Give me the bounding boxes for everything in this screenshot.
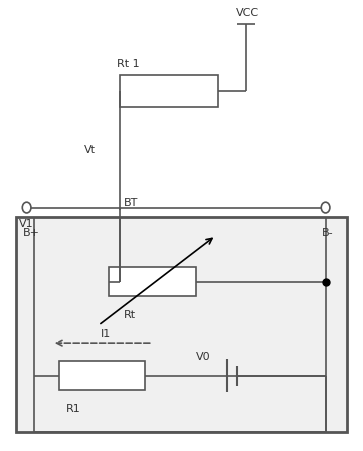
Text: R1: R1 — [66, 404, 81, 414]
Bar — [110, 267, 196, 296]
Bar — [16, 216, 347, 432]
Text: BT: BT — [124, 198, 138, 207]
Text: Vt: Vt — [84, 145, 96, 156]
Circle shape — [321, 202, 330, 213]
Text: B+: B+ — [23, 228, 40, 238]
Text: VCC: VCC — [236, 9, 259, 18]
Text: V1: V1 — [19, 219, 34, 229]
Circle shape — [22, 202, 31, 213]
Text: Rt 1: Rt 1 — [117, 59, 139, 69]
Text: V0: V0 — [196, 352, 211, 362]
Text: I1: I1 — [101, 329, 111, 339]
Bar — [120, 75, 217, 107]
Text: B-: B- — [322, 228, 334, 238]
Bar — [59, 361, 146, 390]
Text: Rt: Rt — [124, 309, 136, 320]
